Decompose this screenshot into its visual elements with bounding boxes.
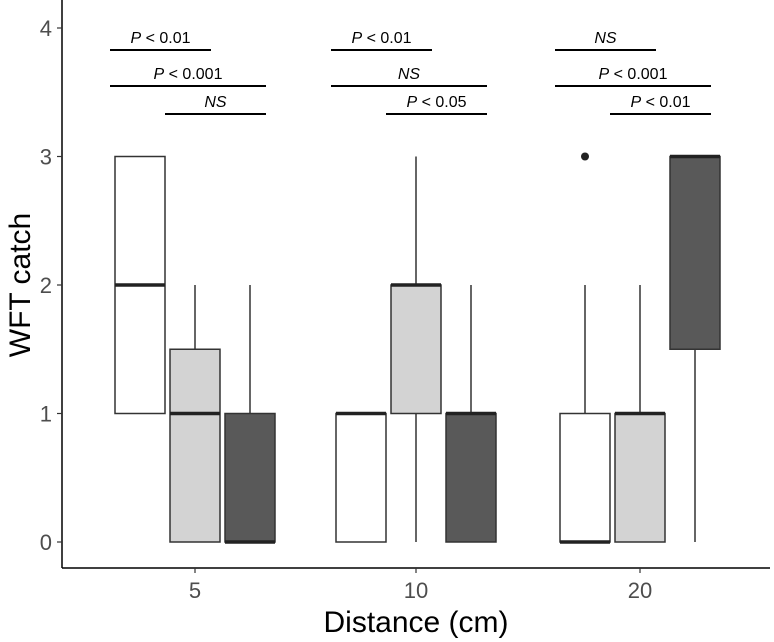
box-5-2 — [169, 285, 221, 543]
box-iqr — [224, 412, 276, 543]
box-5-1 — [114, 155, 166, 415]
comparison-20-1-2: P < 0.01 — [610, 94, 711, 115]
comparison-label: NS — [204, 94, 227, 111]
box-20-3 — [669, 154, 721, 542]
box-5-3 — [224, 285, 276, 544]
outlier-point — [581, 152, 589, 161]
box-iqr — [445, 412, 497, 543]
box-10-1 — [335, 411, 387, 543]
y-tick-label: 1 — [40, 402, 52, 427]
box-iqr — [614, 412, 666, 543]
boxes — [114, 152, 721, 544]
box-20-2 — [614, 285, 666, 543]
y-tick-label: 4 — [40, 16, 52, 41]
box-10-3 — [445, 285, 497, 543]
box-iqr — [335, 412, 387, 543]
comparison-label: NS — [594, 30, 617, 47]
significance-brackets: P < 0.01 P < 0.001 NS P < 0.01 NS P < 0.05 NS P… — [110, 30, 711, 115]
comparison-label: P < 0.01 — [351, 30, 411, 47]
x-axis: 5 10 20 — [62, 567, 770, 603]
comparison-20-0-1: NS — [555, 30, 656, 51]
x-axis-title: Distance (cm) — [323, 606, 508, 639]
comparison-label: P < 0.001 — [154, 66, 223, 83]
comparison-label: P < 0.05 — [406, 94, 466, 111]
comparison-5-0-2: P < 0.001 — [110, 66, 266, 87]
comparison-label: NS — [398, 66, 421, 83]
box-iqr — [559, 412, 611, 543]
comparison-5-0-1: P < 0.01 — [110, 30, 211, 51]
comparison-10-0-1: P < 0.01 — [331, 30, 432, 51]
x-tick-label: 10 — [404, 578, 428, 603]
box-20-1 — [559, 152, 611, 544]
comparison-label: P < 0.01 — [630, 94, 690, 111]
box-iqr — [390, 284, 442, 415]
y-tick-label: 2 — [40, 273, 52, 298]
box-iqr — [669, 155, 721, 350]
comparison-10-1-2: P < 0.05 — [386, 94, 487, 115]
comparison-5-1-2: NS — [165, 94, 266, 115]
y-tick-label: 3 — [40, 145, 52, 170]
comparison-label: P < 0.001 — [599, 66, 668, 83]
comparison-20-0-2: P < 0.001 — [555, 66, 711, 87]
y-tick-label: 0 — [40, 530, 52, 555]
y-axis: 0 1 2 3 4 — [40, 0, 63, 568]
x-tick-label: 20 — [628, 578, 652, 603]
comparison-label: P < 0.01 — [130, 30, 190, 47]
y-axis-title: WFT catch — [4, 213, 37, 357]
comparison-10-0-2: NS — [331, 66, 487, 87]
box-10-2 — [390, 156, 442, 542]
x-tick-label: 5 — [189, 578, 201, 603]
box-iqr — [169, 348, 221, 543]
